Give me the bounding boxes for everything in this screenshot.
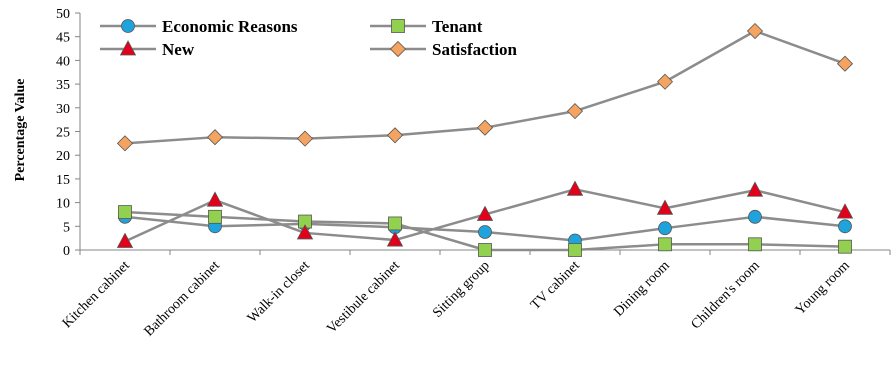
data-point bbox=[658, 221, 672, 236]
legend-item: Satisfaction bbox=[370, 40, 518, 59]
y-tick-label: 30 bbox=[56, 102, 70, 117]
data-point bbox=[386, 231, 404, 247]
x-tick-label: Walk-in closet bbox=[245, 258, 313, 326]
data-point bbox=[478, 225, 492, 239]
legend-label: New bbox=[162, 40, 195, 59]
y-tick-label: 45 bbox=[56, 31, 70, 46]
data-point bbox=[836, 203, 854, 219]
y-tick-label: 20 bbox=[56, 149, 70, 164]
data-point bbox=[838, 239, 852, 254]
legend: Economic Reasons Tenant New Satisfaction bbox=[100, 17, 518, 59]
data-point bbox=[566, 103, 584, 120]
y-tick-label: 10 bbox=[56, 197, 70, 212]
legend-marker bbox=[389, 40, 407, 58]
data-point bbox=[748, 237, 762, 252]
y-tick-label: 15 bbox=[56, 173, 70, 188]
data-point bbox=[656, 199, 674, 215]
data-point bbox=[296, 130, 314, 147]
y-axis-ticks: 0 5 10 15 20 25 30 35 40 45 50 bbox=[56, 7, 80, 259]
legend-label: Economic Reasons bbox=[162, 17, 298, 36]
data-point bbox=[838, 219, 852, 234]
y-tick-label: 25 bbox=[56, 126, 70, 141]
data-point bbox=[296, 224, 314, 240]
x-tick-label: Children's room bbox=[689, 258, 763, 332]
data-point bbox=[656, 73, 674, 90]
legend-marker bbox=[121, 19, 135, 33]
data-point bbox=[208, 209, 222, 224]
data-point bbox=[748, 209, 762, 224]
legend-item: New bbox=[100, 40, 195, 59]
data-point bbox=[476, 205, 494, 221]
data-point bbox=[476, 119, 494, 136]
x-axis-ticks: Kitchen cabinet Bathroom cabinet Walk-in c… bbox=[60, 250, 891, 339]
x-tick-label: Kitchen cabinet bbox=[60, 258, 133, 331]
series-satisfaction bbox=[116, 22, 854, 152]
series-new bbox=[116, 180, 854, 248]
data-point bbox=[386, 127, 404, 144]
legend-item: Tenant bbox=[370, 17, 483, 36]
data-point bbox=[746, 22, 764, 40]
x-tick-label: Bathroom cabinet bbox=[142, 258, 223, 339]
y-tick-label: 5 bbox=[63, 220, 70, 235]
x-tick-label: Young room bbox=[793, 258, 853, 318]
x-tick-label: Dining room bbox=[611, 258, 673, 320]
data-point bbox=[566, 180, 584, 196]
x-tick-label: Vestibule cabinet bbox=[324, 258, 403, 337]
legend-marker bbox=[119, 40, 137, 56]
y-tick-label: 40 bbox=[56, 54, 70, 69]
x-tick-label: Sitting group bbox=[430, 258, 493, 321]
legend-marker bbox=[391, 19, 405, 33]
data-point bbox=[568, 243, 582, 257]
y-axis-label: Percentage Value bbox=[13, 79, 28, 182]
data-point bbox=[118, 205, 132, 219]
data-point bbox=[206, 129, 224, 146]
data-point bbox=[116, 232, 134, 248]
legend-label: Tenant bbox=[432, 17, 483, 36]
data-point bbox=[478, 243, 492, 257]
data-point bbox=[746, 181, 764, 197]
data-point bbox=[206, 191, 224, 207]
series-tenant bbox=[118, 205, 852, 257]
x-tick-label: TV cabinet bbox=[528, 258, 583, 313]
y-tick-label: 50 bbox=[56, 7, 70, 22]
data-point bbox=[116, 135, 134, 152]
y-tick-label: 0 bbox=[63, 244, 70, 259]
series-group bbox=[116, 22, 854, 257]
legend-label: Satisfaction bbox=[432, 40, 518, 59]
y-tick-label: 35 bbox=[56, 78, 70, 93]
data-point bbox=[836, 55, 854, 72]
legend-item: Economic Reasons bbox=[100, 17, 298, 36]
data-point bbox=[388, 216, 402, 231]
data-point bbox=[658, 237, 672, 252]
